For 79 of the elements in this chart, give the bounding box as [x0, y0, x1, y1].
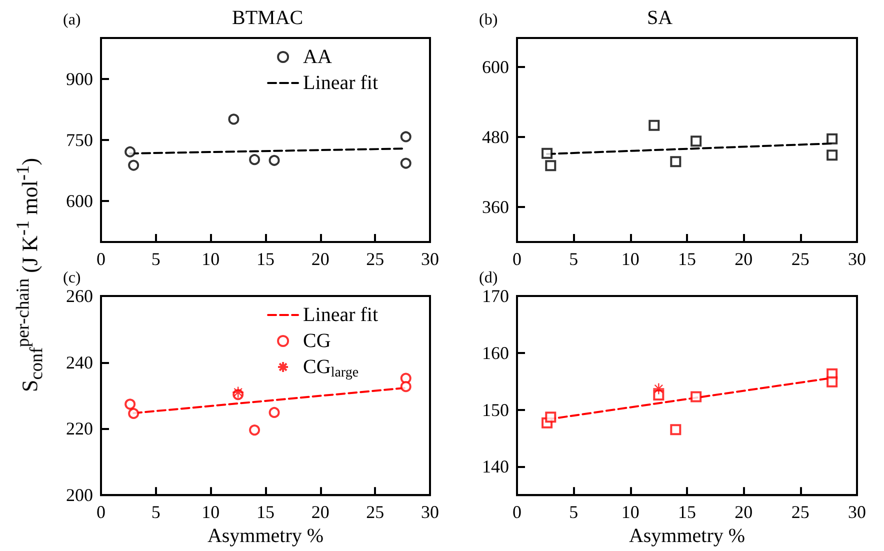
x-axis-title: Asymmetry % — [628, 525, 746, 547]
point — [400, 381, 412, 392]
legend-label: Linear fit — [303, 72, 378, 94]
y-tick-label: 200 — [66, 485, 93, 506]
y-tick-label: 600 — [66, 191, 93, 212]
x-tick-label: 5 — [569, 249, 578, 269]
x-tick-label: 15 — [256, 502, 274, 522]
x-tick-label: 25 — [791, 502, 810, 522]
point — [128, 160, 140, 171]
point — [268, 406, 280, 418]
y-tick-label: 360 — [482, 197, 509, 218]
point — [249, 154, 260, 166]
text: (a) — [63, 12, 81, 28]
text: (d) — [479, 270, 498, 286]
text: (c) — [63, 270, 81, 286]
x-tick-label: 15 — [256, 249, 274, 269]
text: (b) — [479, 12, 498, 28]
x-tick-label: 30 — [848, 502, 866, 522]
x-axis-title: Asymmetry % — [207, 525, 324, 547]
point — [690, 391, 702, 402]
point — [542, 148, 553, 159]
point — [249, 424, 260, 436]
point — [268, 154, 280, 166]
y-tick-label: 220 — [66, 418, 93, 439]
point — [400, 131, 412, 142]
x-tick-label: 0 — [96, 502, 106, 522]
x-tick-label: 15 — [678, 502, 696, 522]
y-tick-label: 160 — [482, 342, 509, 363]
x-tick-label: 0 — [512, 249, 522, 269]
chart-title: SA — [647, 7, 674, 29]
y-tick-label: 170 — [482, 286, 509, 306]
point — [648, 120, 660, 131]
point — [400, 158, 412, 169]
point — [690, 136, 702, 147]
point — [826, 376, 838, 388]
x-tick-label: 10 — [202, 502, 220, 522]
legend-label: Linear fit — [303, 304, 378, 326]
point — [545, 160, 556, 172]
point — [826, 133, 838, 144]
x-tick-label: 30 — [421, 249, 439, 269]
point — [124, 398, 136, 410]
x-tick-label: 0 — [512, 502, 522, 522]
x-tick-label: 5 — [569, 502, 578, 522]
x-tick-label: 25 — [366, 249, 384, 269]
x-tick-label: 20 — [311, 249, 330, 269]
x-tick-label: 25 — [791, 249, 810, 269]
y-tick-label: 150 — [482, 400, 509, 420]
y-tick-label: 240 — [66, 352, 93, 372]
y-tick-label: 260 — [66, 286, 93, 306]
point — [228, 114, 240, 125]
x-tick-label: 0 — [96, 249, 106, 269]
point — [670, 156, 682, 168]
point — [826, 150, 838, 161]
point — [128, 408, 140, 419]
x-tick-label: 10 — [621, 249, 640, 269]
y-tick-label: 140 — [482, 456, 509, 477]
point — [670, 424, 682, 436]
x-tick-label: 30 — [848, 249, 866, 269]
chart-title: BTMAC — [232, 7, 304, 29]
y-tick-label: 900 — [66, 68, 93, 89]
x-tick-label: 25 — [366, 502, 384, 522]
x-tick-label: 10 — [202, 249, 220, 269]
point — [545, 412, 556, 423]
y-tick-label: 600 — [482, 57, 509, 78]
x-tick-label: 20 — [734, 249, 753, 269]
x-tick-label: 5 — [151, 502, 160, 522]
y-tick-label: 750 — [66, 130, 93, 150]
x-tick-label: 20 — [734, 502, 753, 522]
legend-label: CG — [303, 330, 331, 352]
x-tick-label: 5 — [151, 249, 160, 269]
point — [232, 386, 244, 398]
x-tick-label: 10 — [621, 502, 640, 522]
point — [652, 382, 665, 395]
x-tick-label: 30 — [421, 502, 439, 522]
x-tick-label: 15 — [678, 249, 696, 269]
x-tick-label: 20 — [311, 502, 330, 522]
y-tick-label: 480 — [482, 127, 509, 148]
legend-label: AA — [303, 46, 332, 68]
point — [124, 146, 136, 158]
